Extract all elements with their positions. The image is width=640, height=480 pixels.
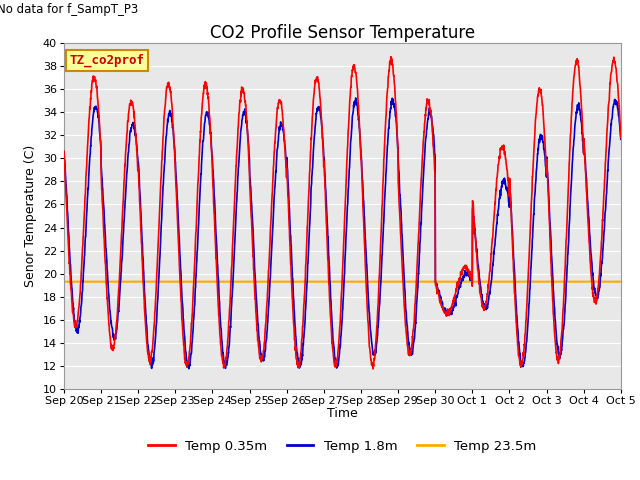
X-axis label: Time: Time [327, 407, 358, 420]
Title: CO2 Profile Sensor Temperature: CO2 Profile Sensor Temperature [210, 24, 475, 42]
Text: TZ_co2prof: TZ_co2prof [70, 54, 145, 67]
Y-axis label: Senor Temperature (C): Senor Temperature (C) [24, 145, 37, 287]
Legend: Temp 0.35m, Temp 1.8m, Temp 23.5m: Temp 0.35m, Temp 1.8m, Temp 23.5m [143, 435, 542, 458]
Text: No data for f_SampT_P3: No data for f_SampT_P3 [0, 2, 138, 15]
